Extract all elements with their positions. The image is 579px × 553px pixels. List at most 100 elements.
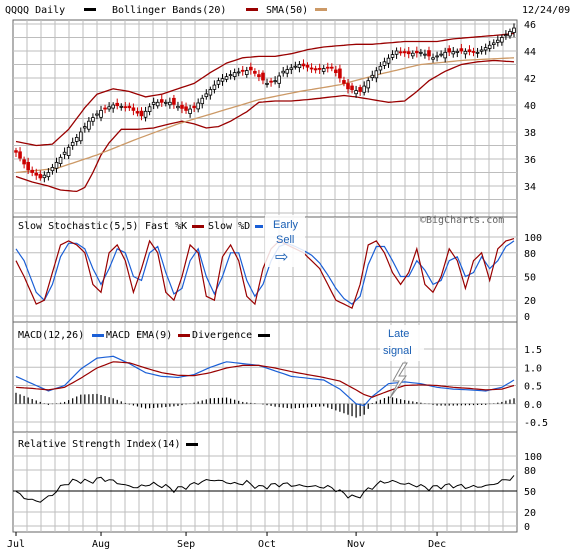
- candle-body: [135, 111, 140, 114]
- candle-body: [212, 84, 217, 90]
- candle-body: [427, 50, 431, 57]
- price-legend: QQQQ Daily Bollinger Bands(20) SMA(50) 1…: [5, 5, 570, 16]
- candle-body: [496, 39, 500, 43]
- sma-50-line: [15, 57, 515, 174]
- candle-body: [289, 67, 294, 70]
- candle-body: [180, 104, 184, 109]
- candle-body: [334, 69, 338, 73]
- candle-body: [58, 156, 63, 164]
- candle-body: [285, 69, 290, 74]
- candle-body: [313, 68, 318, 71]
- candle-body: [257, 74, 261, 78]
- x-tick-label: Dec: [428, 539, 446, 550]
- x-tick-label: Sep: [177, 539, 195, 550]
- y-tick-label: 0.5: [524, 382, 542, 393]
- candle-body: [305, 64, 310, 68]
- candle-body: [123, 106, 128, 109]
- rsi-legend: Relative Strength Index(14): [18, 439, 198, 450]
- candle-body: [91, 117, 95, 122]
- candle-body: [443, 51, 447, 59]
- price-y-tick-labels: 34 36 38 40 42 44 46: [524, 20, 536, 193]
- y-tick-label: 0.0: [524, 400, 542, 411]
- macd-signal-line: [15, 361, 515, 398]
- candle-body: [297, 64, 302, 69]
- candle-body: [119, 105, 124, 108]
- candle-body: [232, 72, 237, 77]
- candle-body: [115, 102, 120, 107]
- y-tick-label: 100: [524, 233, 542, 244]
- rsi-line: [13, 475, 517, 503]
- legend-divergence-label: Divergence: [192, 330, 252, 341]
- candle-body: [281, 70, 286, 74]
- early-sell-box: [265, 215, 305, 267]
- x-axis-month-labels: Jul Aug Sep Oct Nov Dec: [7, 532, 446, 550]
- candle-body: [500, 37, 504, 43]
- candle-body: [83, 126, 87, 129]
- price-candles: [14, 23, 516, 183]
- candle-body: [402, 51, 407, 54]
- candle-body: [54, 161, 59, 169]
- y-tick-label: -0.5: [524, 418, 548, 429]
- rsi-panel: 0 20 50 80 100 Relative Strength Index(14): [12, 431, 542, 533]
- candle-body: [491, 42, 496, 45]
- candle-body: [330, 66, 334, 69]
- stochastic-y-tick-labels: 0 20 50 80 100: [524, 233, 542, 323]
- legend-macd-ema-label: MACD EMA(9): [106, 330, 172, 341]
- watermark-text: ©BigCharts.com: [420, 215, 504, 226]
- y-tick-label: 100: [524, 452, 542, 463]
- candle-body: [350, 85, 354, 91]
- candle-body: [168, 101, 172, 106]
- candle-body: [240, 69, 245, 72]
- candle-body: [253, 70, 257, 74]
- candle-body: [483, 47, 488, 51]
- candle-body: [30, 169, 34, 173]
- candle-body: [406, 51, 411, 55]
- candle-body: [346, 83, 350, 90]
- stochastic-panel: 0 20 50 80 100 Slow Stochastic(5,5) Fast %K …: [12, 215, 542, 323]
- candle-body: [62, 151, 67, 155]
- candle-body: [423, 53, 427, 56]
- candle-body: [301, 63, 306, 67]
- y-tick-label: 0: [524, 522, 530, 533]
- candle-body: [200, 97, 205, 105]
- x-tick-label: Nov: [347, 539, 365, 550]
- candle-body: [139, 110, 144, 117]
- candle-body: [370, 74, 375, 79]
- candle-body: [293, 65, 298, 68]
- rsi-line: [15, 475, 515, 503]
- candle-body: [66, 146, 71, 156]
- candle-body: [87, 120, 91, 130]
- y-tick-label: 50: [524, 487, 536, 498]
- early-sell-line1: Early: [273, 219, 299, 231]
- candle-body: [99, 110, 103, 118]
- candle-body: [236, 71, 241, 74]
- macd-ema-line: [15, 355, 515, 407]
- early-sell-annotation: Early Sell ⇨: [265, 215, 305, 267]
- late-signal-line1: Late: [388, 328, 409, 340]
- candle-body: [26, 161, 30, 171]
- candle-body: [508, 31, 512, 37]
- candle-body: [317, 67, 322, 70]
- candle-body: [273, 80, 277, 83]
- candle-body: [455, 50, 460, 53]
- macd-divergence-histogram: [15, 392, 515, 418]
- legend-fast-k-label: Fast %K: [145, 221, 187, 232]
- macd-y-tick-labels: -0.5 0.0 0.5 1.0 1.5: [524, 345, 548, 429]
- candle-body: [415, 50, 419, 54]
- candle-body: [204, 93, 209, 98]
- candle-body: [78, 131, 83, 142]
- candle-body: [228, 74, 233, 77]
- slow-d-line: [15, 240, 515, 305]
- candle-body: [192, 105, 196, 109]
- candle-body: [475, 51, 480, 54]
- candle-body: [504, 34, 508, 37]
- legend-slow-d-label: Slow %D: [208, 221, 250, 232]
- candle-body: [176, 105, 180, 109]
- candle-body: [398, 51, 403, 54]
- legend-rsi-swatch: [186, 443, 198, 446]
- candle-body: [435, 55, 439, 58]
- sma-line: [15, 57, 515, 174]
- lightning-bolt-icon: [389, 362, 408, 399]
- candle-body: [439, 53, 443, 56]
